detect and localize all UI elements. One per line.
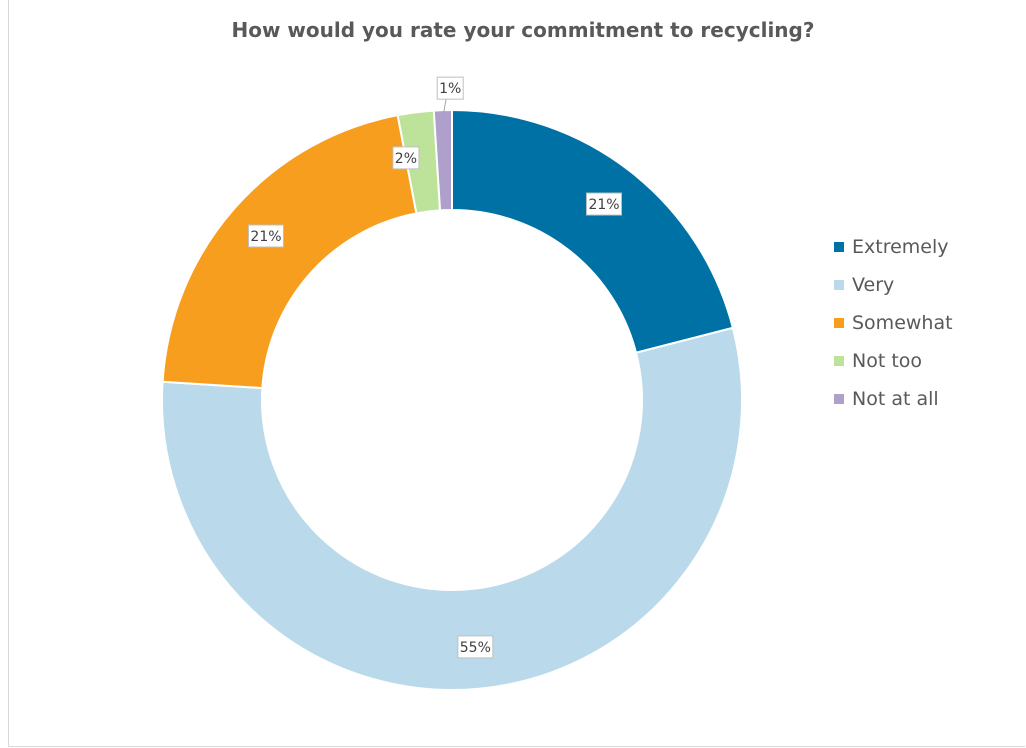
legend-swatch-not-at-all <box>834 394 844 404</box>
svg-text:2%: 2% <box>395 151 417 167</box>
legend: Extremely Very Somewhat Not too Not at a… <box>834 228 953 418</box>
svg-text:55%: 55% <box>460 640 491 656</box>
data-label-very: 55% <box>457 635 494 659</box>
legend-swatch-extremely <box>834 242 844 252</box>
slice-very <box>161 326 743 691</box>
chart-title: How would you rate your commitment to re… <box>231 18 815 42</box>
leader-line-not-at-all <box>442 98 447 117</box>
legend-label-not-too: Not too <box>852 350 923 372</box>
data-label-not-too: 2% <box>392 146 420 170</box>
legend-item-not-at-all: Not at all <box>834 380 953 418</box>
slice-not-at-all <box>432 108 453 212</box>
slice-extremely <box>451 108 735 354</box>
legend-label-not-at-all: Not at all <box>852 388 939 410</box>
legend-swatch-not-too <box>834 356 844 366</box>
legend-label-somewhat: Somewhat <box>852 312 953 334</box>
legend-swatch-somewhat <box>834 318 844 328</box>
data-label-extremely: 21% <box>586 192 623 216</box>
legend-item-very: Very <box>834 266 953 304</box>
data-label-somewhat: 21% <box>247 224 284 248</box>
legend-item-somewhat: Somewhat <box>834 304 953 342</box>
svg-text:1%: 1% <box>439 81 461 97</box>
legend-label-very: Very <box>852 274 895 296</box>
legend-label-extremely: Extremely <box>852 236 949 258</box>
legend-swatch-very <box>834 280 844 290</box>
svg-text:21%: 21% <box>250 229 281 245</box>
slice-somewhat <box>161 113 418 390</box>
legend-item-extremely: Extremely <box>834 228 953 266</box>
chart-frame <box>8 0 1025 747</box>
legend-item-not-too: Not too <box>834 342 953 380</box>
data-label-not-at-all: 1% <box>436 76 464 100</box>
svg-text:21%: 21% <box>588 197 619 213</box>
